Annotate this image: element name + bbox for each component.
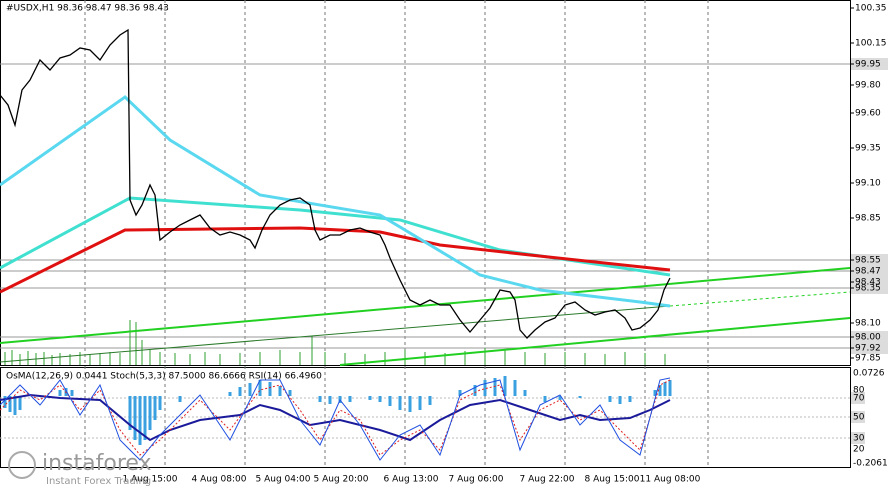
time-label: 7 Aug 06:00 bbox=[449, 475, 504, 485]
time-label: 1 Aug 15:00 bbox=[123, 475, 178, 485]
indicator-label: 0.0726 bbox=[853, 369, 885, 379]
trend-line bbox=[339, 317, 851, 366]
price-label: 98.85 bbox=[855, 214, 881, 224]
stoch-main bbox=[0, 377, 671, 461]
trend-line bbox=[0, 267, 851, 344]
price-label: 99.80 bbox=[855, 81, 881, 91]
time-label: 7 Aug 22:00 bbox=[520, 475, 575, 485]
price-label: 98.55 bbox=[855, 256, 881, 266]
indicator-label: 80 bbox=[853, 386, 865, 396]
price-label: 98.10 bbox=[855, 319, 881, 329]
price-levels bbox=[0, 63, 850, 349]
time-label: 8 Aug 15:00 bbox=[585, 475, 640, 485]
symbol-info: #USDX,H1 98.36 98.47 98.36 98.43 bbox=[6, 4, 169, 14]
price-label: 99.35 bbox=[855, 144, 881, 154]
indicator-label: 50 bbox=[853, 413, 865, 423]
label-box bbox=[851, 58, 888, 70]
indicator-info: OsMA(12,26,9) 0.0441 Stoch(5,3,3) 87.500… bbox=[6, 372, 322, 382]
trend-line-projection bbox=[669, 291, 851, 307]
label-box bbox=[851, 392, 865, 404]
label-box bbox=[851, 342, 888, 354]
logo-name: instaforex bbox=[42, 451, 152, 476]
logo: instaforex Instant Forex Trading bbox=[8, 451, 152, 487]
price-label: 97.92 bbox=[855, 344, 881, 354]
price-label: 99.60 bbox=[855, 109, 881, 119]
price-label: 98.35 bbox=[855, 284, 881, 294]
time-label: 4 Aug 08:00 bbox=[192, 475, 247, 485]
price-label: 99.95 bbox=[855, 60, 881, 70]
trend-line-thin bbox=[0, 305, 671, 363]
moving-average bbox=[0, 226, 671, 294]
time-label: 6 Aug 13:00 bbox=[384, 475, 439, 485]
logo-tagline: Instant Forex Trading bbox=[46, 476, 151, 487]
indicator-label: 70 bbox=[853, 394, 865, 404]
label-box bbox=[851, 432, 865, 444]
time-label: 11 Aug 08:00 bbox=[640, 475, 701, 485]
time-label: 5 Aug 20:00 bbox=[314, 475, 369, 485]
label-box bbox=[851, 331, 888, 343]
label-box bbox=[851, 266, 888, 278]
label-box bbox=[851, 282, 888, 294]
price-line bbox=[0, 28, 671, 339]
moving-average bbox=[0, 95, 671, 308]
indicator-label: -0.2061 bbox=[853, 459, 888, 469]
indicator-label: 30 bbox=[853, 434, 865, 444]
time-label: 5 Aug 04:00 bbox=[256, 475, 311, 485]
label-box bbox=[851, 411, 865, 423]
price-label: 98.43 bbox=[855, 278, 881, 288]
rsi-line bbox=[0, 393, 671, 442]
price-label: 100.35 bbox=[855, 4, 887, 14]
price-label: 100.15 bbox=[855, 39, 887, 49]
price-label: 99.10 bbox=[855, 179, 881, 189]
label-box bbox=[851, 254, 888, 266]
price-label: 98.00 bbox=[855, 333, 881, 343]
price-label: 98.47 bbox=[855, 267, 881, 277]
indicator-label: 20 bbox=[853, 445, 865, 455]
price-label: 97.85 bbox=[855, 354, 881, 364]
